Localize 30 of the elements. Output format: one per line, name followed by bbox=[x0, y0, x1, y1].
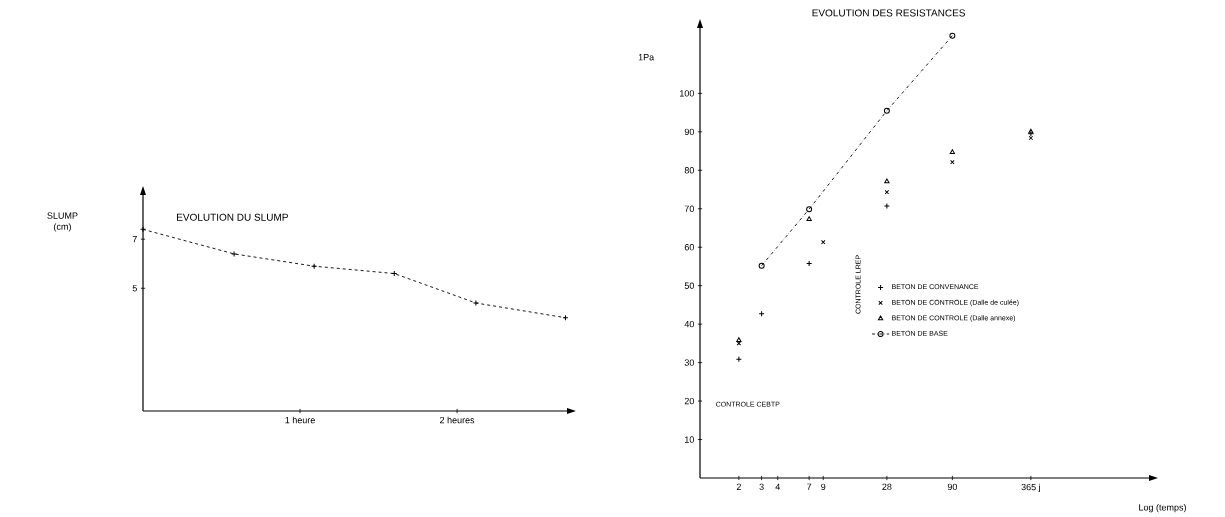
x-tick-label: 365 j bbox=[1021, 483, 1041, 493]
y-axis-title: SLUMP (cm) bbox=[47, 212, 78, 232]
y-axis-title: 1Pa bbox=[638, 54, 655, 61]
point bbox=[140, 226, 146, 233]
x-tick-label: 9 bbox=[821, 483, 826, 491]
x-tick-label: 1 heure bbox=[285, 416, 315, 424]
x-tick-label: 4 bbox=[775, 483, 780, 490]
y-tick-label: 5 bbox=[132, 285, 137, 292]
x-tick-label: 2 bbox=[736, 483, 741, 490]
x-tick-label: 2 heures bbox=[440, 416, 475, 424]
x-tick-label: 90 bbox=[947, 483, 958, 491]
x-axis-title: Log (temps) bbox=[1139, 503, 1186, 513]
point bbox=[311, 263, 318, 270]
y-tick-label: 60 bbox=[684, 244, 694, 251]
y-tick-label: 100 bbox=[680, 90, 694, 97]
point bbox=[231, 250, 238, 257]
y-tick-label: 20 bbox=[684, 397, 694, 405]
text: EVOLUTION DU SLUMP bbox=[177, 213, 288, 221]
x-tick-label: 28 bbox=[882, 483, 892, 491]
y-tick-label: 50 bbox=[684, 282, 694, 289]
chart-title: EVOLUTION DES RESISTANCES bbox=[812, 9, 965, 17]
point bbox=[472, 300, 479, 306]
y-tick-label: 40 bbox=[684, 320, 694, 328]
y-tick-label: 70 bbox=[684, 205, 694, 212]
x-tick-label: 7 bbox=[807, 483, 812, 490]
y-tick-label: 90 bbox=[684, 128, 694, 136]
x-tick-label: 3 bbox=[759, 483, 764, 491]
y-tick-label: 30 bbox=[684, 359, 694, 366]
y-tick-label: 10 bbox=[685, 436, 694, 443]
y-tick-label: 80 bbox=[684, 167, 694, 174]
